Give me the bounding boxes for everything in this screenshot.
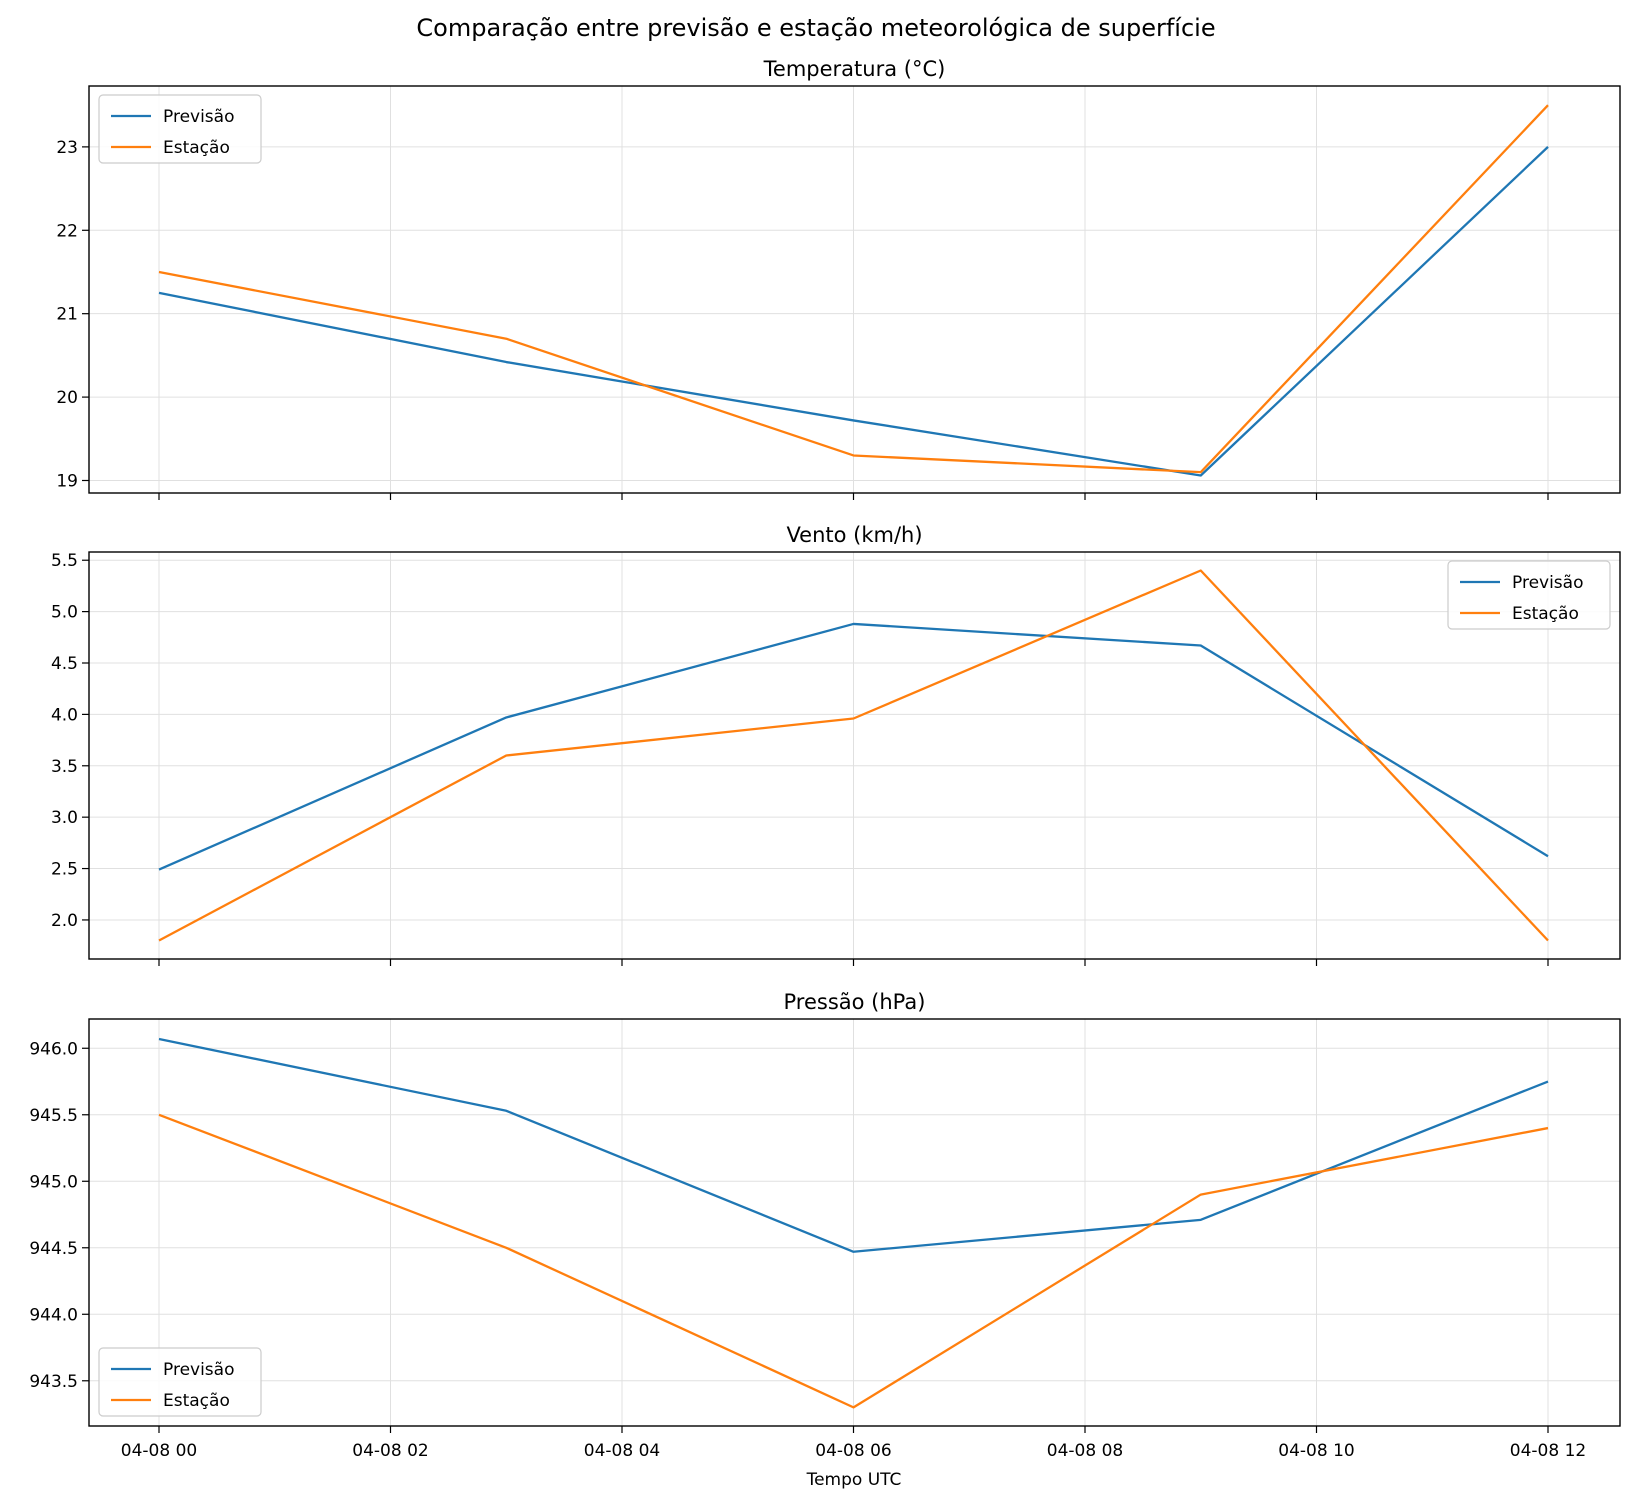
y-tick-label: 21 [56,305,78,325]
y-tick-label: 23 [56,138,78,158]
panel-title: Vento (km/h) [786,523,922,547]
axes-frame [88,1018,1621,1427]
series-line-estacao [158,569,1549,942]
legend-label: Previsão [1512,573,1584,593]
legend: Previsão Estação [98,94,262,164]
y-tick-label: 5.5 [51,551,78,571]
legend-label: Previsão [163,1360,235,1380]
chart-panel-3: Pressão (hPa) 04-08 00 04-08 02 04-08 04 04-… [29,990,1621,1461]
panels: Temperatura (°C) 19 20 21 22 23 Previsão Estaçã… [29,57,1621,1461]
x-axis-label: Tempo UTC [806,1470,902,1490]
chart-panel-1: Temperatura (°C) 19 20 21 22 23 Previsão Estaçã… [56,57,1621,500]
x-tick-label: 04-08 06 [815,1441,891,1461]
x-tick-label: 04-08 04 [584,1441,660,1461]
y-tick-label: 944.5 [29,1239,78,1259]
y-tick-label: 4.0 [51,705,78,725]
y-tick-label: 4.5 [51,654,78,674]
y-tick-label: 19 [56,471,78,491]
legend-label: Previsão [163,107,235,127]
x-tick-label: 04-08 00 [121,1441,197,1461]
panel-title: Pressão (hPa) [784,990,926,1014]
y-tick-label: 946.0 [29,1039,78,1059]
chart-panel-2: Vento (km/h) 2.0 2.5 3.0 3.5 4.0 4.5 5.0 5.5 Prev… [51,523,1621,966]
y-tick-label: 3.5 [51,757,78,777]
y-tick-label: 5.0 [51,603,78,623]
y-tick-label: 943.5 [29,1372,78,1392]
legend-label: Estação [163,1391,230,1411]
y-tick-label: 944.0 [29,1305,78,1325]
legend-label: Estação [1512,604,1579,624]
legend-label: Estação [163,138,230,158]
series-line-previsao [158,146,1549,477]
legend: Previsão Estação [1447,560,1611,630]
legend: Previsão Estação [98,1347,262,1417]
y-tick-label: 3.0 [51,808,78,828]
x-tick-label: 04-08 12 [1510,1441,1586,1461]
axes-frame [88,551,1621,960]
series-line-previsao [158,622,1549,871]
figure-suptitle: Comparação entre previsão e estação mete… [416,14,1215,42]
axes-frame [88,85,1621,494]
x-tick-label: 04-08 10 [1278,1441,1354,1461]
y-tick-label: 945.0 [29,1172,78,1192]
series-line-estacao [158,104,1549,474]
x-tick-label: 04-08 02 [352,1441,428,1461]
panel-title: Temperatura (°C) [763,57,946,81]
y-tick-label: 945.5 [29,1106,78,1126]
y-tick-label: 2.0 [51,911,78,931]
y-tick-label: 20 [56,388,78,408]
series-line-estacao [158,1113,1549,1409]
x-tick-label: 04-08 08 [1047,1441,1123,1461]
y-tick-label: 22 [56,221,78,241]
y-tick-label: 2.5 [51,860,78,880]
series-line-previsao [158,1037,1549,1253]
